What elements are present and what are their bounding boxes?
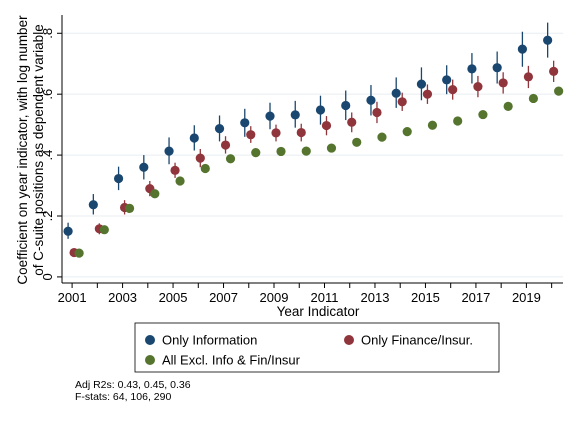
data-point (366, 95, 376, 105)
legend-label-only-finance: Only Finance/Insur. (361, 333, 473, 348)
y-axis-title-line1: Coefficient on year indicator, with log … (15, 15, 30, 285)
data-point (170, 165, 180, 175)
y-tick-label: .6 (40, 89, 55, 100)
data-point (240, 118, 250, 128)
data-point (347, 117, 357, 127)
data-point (341, 100, 351, 111)
data-point (448, 85, 458, 95)
x-axis-title: Year Indicator (277, 304, 360, 319)
data-point (321, 120, 332, 131)
data-point (301, 146, 311, 156)
series-3 (74, 86, 564, 258)
data-point (139, 162, 149, 172)
data-point (554, 86, 564, 96)
data-point (442, 75, 452, 85)
data-point (315, 105, 326, 115)
data-point (113, 173, 124, 184)
data-point (296, 127, 306, 138)
data-point (175, 176, 185, 186)
data-point (63, 226, 73, 236)
data-point (478, 109, 488, 120)
legend-label-all-excl: All Excl. Info & Fin/Insur (162, 353, 301, 368)
x-tick-label: 2013 (361, 290, 390, 305)
x-tick-label: 2017 (461, 290, 490, 305)
data-point (549, 66, 559, 76)
data-point (377, 132, 387, 142)
legend-marker-only-finance (344, 335, 354, 345)
data-point (189, 133, 199, 143)
data-point (74, 248, 84, 258)
data-point (372, 107, 382, 118)
axes (61, 15, 563, 284)
data-point (99, 225, 109, 235)
x-axis-ticks: 2001 2003 2005 2007 2009 2011 2013 2015 2017 2019 (58, 283, 553, 305)
data-point (88, 200, 98, 210)
y-tick-label: .4 (40, 150, 55, 161)
x-tick-label: 2009 (260, 290, 289, 305)
data-point (251, 148, 261, 158)
series-2 (69, 60, 559, 258)
data-point (523, 72, 534, 82)
data-point (503, 101, 513, 111)
x-tick-label: 2019 (512, 290, 541, 305)
legend-box (134, 322, 500, 373)
x-tick-label: 2005 (159, 290, 188, 305)
gridlines (62, 32, 563, 278)
legend-marker-only-information (145, 335, 155, 345)
data-point (528, 93, 539, 104)
x-tick-label: 2007 (209, 290, 238, 305)
legend: Only Information Only Finance/Insur. All… (134, 322, 500, 373)
data-point (498, 78, 508, 88)
data-point (290, 110, 300, 120)
legend-label-only-information: Only Information (162, 333, 257, 348)
data-point (124, 203, 135, 213)
y-tick-label: .8 (40, 28, 55, 39)
data-point (225, 154, 236, 164)
model-notes: Adj R2s: 0.43, 0.45, 0.36 F-stats: 64, 1… (75, 379, 191, 403)
data-point (397, 97, 407, 107)
adj-r2-note: Adj R2s: 0.43, 0.45, 0.36 (75, 379, 191, 391)
data-point (427, 120, 438, 130)
data-point (326, 143, 337, 153)
legend-marker-all-excl (145, 355, 155, 365)
data-point (517, 44, 528, 54)
data-point (352, 137, 362, 147)
x-tick-label: 2001 (58, 290, 87, 305)
data-point (543, 35, 553, 45)
data-point (467, 64, 477, 74)
x-tick-label: 2011 (311, 290, 339, 305)
data-point (416, 79, 427, 89)
x-tick-label: 2015 (411, 290, 440, 305)
data-point (200, 163, 210, 174)
data-point (402, 127, 412, 137)
data-point (265, 111, 275, 121)
x-tick-label: 2003 (108, 290, 137, 305)
series-1 (63, 22, 553, 239)
data-point (276, 146, 286, 157)
y-axis-ticks: 0 .2 .4 .6 .8 (40, 28, 62, 281)
y-axis-title-line2: of C-suite positions as dependent variab… (31, 24, 46, 275)
data-marks (63, 22, 564, 258)
data-point (246, 130, 256, 140)
data-point (220, 140, 231, 150)
data-point (195, 153, 205, 163)
data-point (391, 88, 401, 98)
data-point (473, 81, 483, 92)
data-point (271, 128, 281, 138)
data-point (150, 189, 160, 199)
data-point (453, 116, 463, 126)
f-stats-note: F-stats: 64, 106, 290 (75, 391, 172, 403)
y-tick-label: .2 (40, 211, 55, 222)
data-point (422, 89, 433, 99)
data-point (164, 146, 174, 156)
data-point (214, 123, 225, 134)
y-tick-label: 0 (40, 273, 55, 280)
data-point (492, 63, 502, 73)
